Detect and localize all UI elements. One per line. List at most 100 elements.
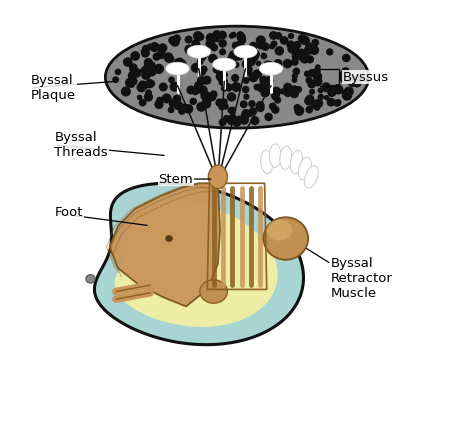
Point [196, 58, 204, 65]
Point [329, 88, 337, 95]
Point [247, 58, 255, 65]
Ellipse shape [86, 275, 95, 283]
Point [207, 35, 214, 41]
Point [146, 67, 154, 74]
Point [301, 37, 309, 44]
Point [255, 60, 262, 67]
Ellipse shape [165, 235, 173, 242]
Point [284, 90, 292, 97]
Point [213, 31, 220, 38]
Point [208, 93, 216, 100]
Point [192, 41, 200, 48]
Point [230, 52, 237, 58]
Point [190, 98, 197, 105]
Point [149, 61, 156, 68]
Point [301, 55, 309, 62]
Point [266, 60, 274, 67]
Ellipse shape [261, 150, 273, 174]
Point [255, 104, 263, 110]
Point [253, 72, 260, 78]
Point [343, 78, 351, 84]
Point [317, 94, 325, 101]
Point [248, 101, 256, 107]
Point [228, 32, 236, 39]
Point [170, 36, 177, 43]
Point [257, 105, 264, 112]
Point [171, 83, 178, 90]
Point [193, 41, 201, 48]
Point [343, 92, 351, 99]
Point [173, 95, 181, 102]
Point [260, 77, 267, 83]
Polygon shape [94, 183, 303, 345]
Point [306, 95, 314, 102]
Point [284, 60, 292, 67]
Point [178, 60, 186, 67]
Point [279, 88, 287, 95]
Point [242, 77, 250, 84]
Point [305, 42, 312, 49]
Point [112, 76, 119, 83]
Point [199, 86, 207, 93]
Point [137, 84, 145, 91]
Point [140, 67, 147, 74]
Ellipse shape [299, 157, 311, 180]
Point [261, 90, 268, 97]
Point [175, 66, 183, 73]
Point [257, 37, 264, 44]
Point [220, 98, 228, 105]
Ellipse shape [166, 62, 189, 75]
Ellipse shape [209, 165, 228, 189]
Point [145, 59, 152, 66]
Point [329, 85, 337, 92]
Point [308, 88, 316, 95]
Point [185, 36, 192, 43]
Point [173, 69, 181, 76]
Point [129, 65, 137, 72]
Point [192, 40, 200, 47]
Point [215, 63, 223, 70]
Point [229, 32, 237, 38]
Point [292, 68, 300, 75]
Point [232, 42, 239, 49]
Point [340, 75, 348, 82]
Point [177, 58, 185, 64]
Point [185, 106, 192, 112]
Point [139, 99, 146, 106]
Point [139, 48, 147, 55]
Point [313, 104, 321, 111]
Point [308, 69, 316, 76]
Point [204, 93, 212, 100]
Point [210, 44, 218, 51]
Point [353, 80, 361, 86]
Polygon shape [115, 201, 278, 327]
Point [235, 43, 243, 50]
Point [177, 104, 185, 110]
Point [227, 107, 234, 114]
Point [234, 119, 241, 126]
Ellipse shape [234, 45, 257, 58]
Point [142, 46, 150, 52]
Point [293, 104, 301, 111]
Point [243, 60, 250, 67]
Point [260, 52, 268, 59]
Point [191, 47, 198, 54]
Point [312, 102, 319, 109]
Point [202, 100, 210, 107]
Point [292, 48, 300, 55]
Point [256, 102, 264, 109]
Point [219, 49, 227, 55]
Point [305, 98, 313, 104]
Ellipse shape [105, 26, 369, 128]
Point [305, 46, 312, 53]
Point [291, 59, 299, 66]
Point [265, 114, 273, 121]
Point [323, 94, 330, 101]
Point [315, 100, 322, 106]
Point [326, 49, 334, 55]
Point [130, 64, 137, 71]
Point [262, 43, 269, 50]
Point [272, 106, 279, 113]
Point [221, 103, 229, 109]
Point [317, 87, 324, 94]
